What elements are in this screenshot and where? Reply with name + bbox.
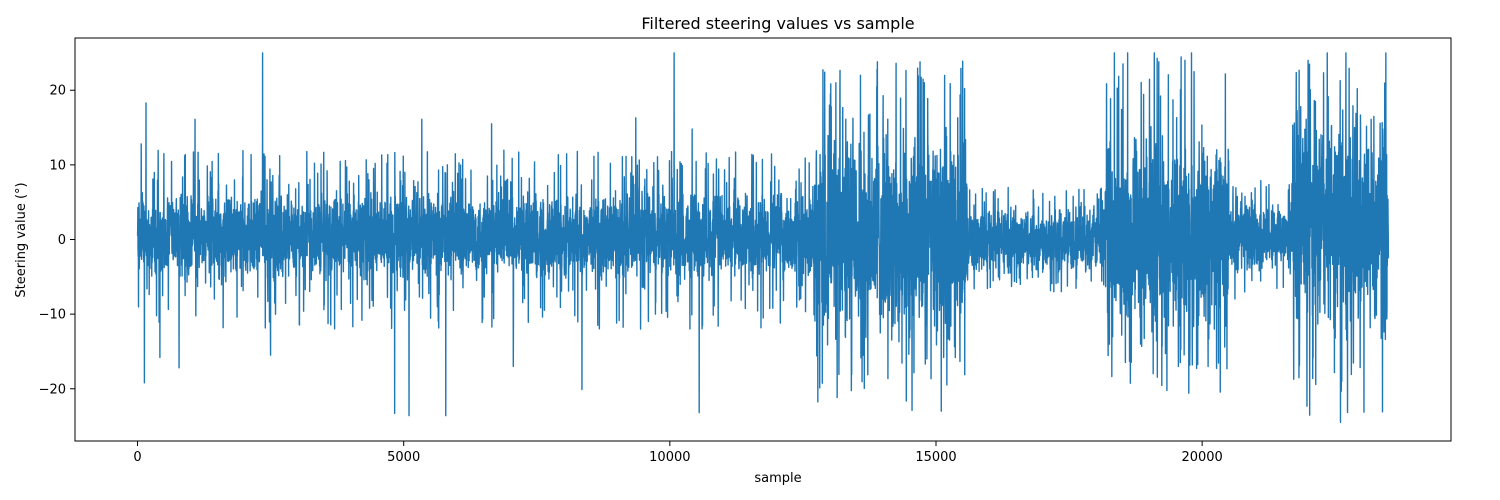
x-tick-label: 20000 [1181,450,1222,465]
x-tick-label: 5000 [387,450,420,465]
y-axis-label: Steering value (°) [14,182,29,297]
y-tick-label: 20 [49,84,66,99]
x-tick-label: 0 [133,450,141,465]
x-tick-label: 15000 [915,450,956,465]
y-tick-label: 10 [49,158,66,173]
chart-title: Filtered steering values vs sample [641,14,914,33]
steering-series-line [136,52,1390,424]
y-tick-label: −10 [39,308,66,323]
x-axis: 0 5000 10000 15000 20000 [133,441,1223,465]
y-tick-label: −20 [39,382,66,397]
y-axis: −20 −10 0 10 20 [39,84,75,397]
y-tick-label: 0 [58,233,66,248]
x-axis-label: sample [754,471,801,486]
x-tick-label: 10000 [649,450,690,465]
